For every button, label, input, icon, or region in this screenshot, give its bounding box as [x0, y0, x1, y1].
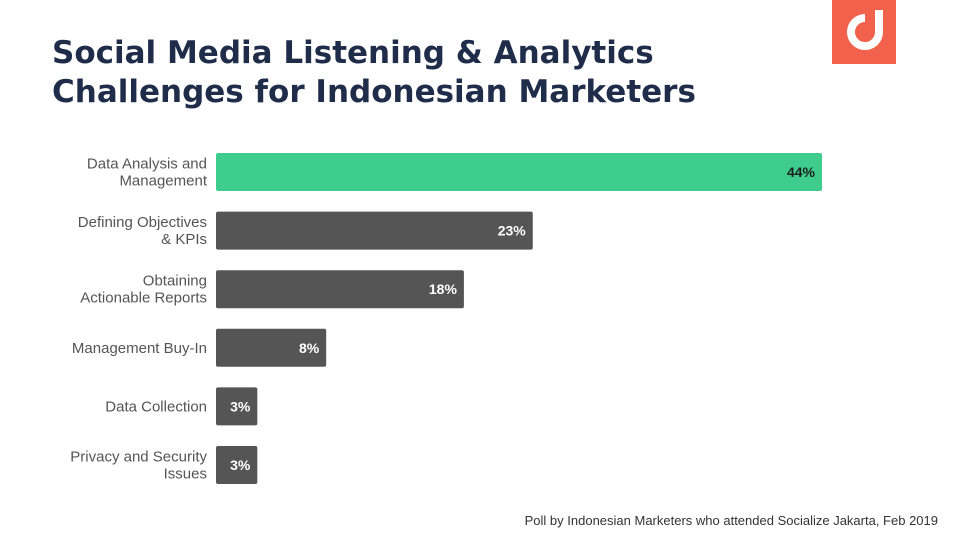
title-line-2: Challenges for Indonesian Marketers [52, 74, 696, 110]
bar-value-label-2: 23% [498, 223, 527, 239]
category-label-2: Defining Objectives & KPIs [78, 214, 207, 248]
title-line-1: Social Media Listening & Analytics [52, 35, 654, 71]
category-label-line: Obtaining [143, 273, 207, 290]
category-label-3: Obtaining Actionable Reports [80, 273, 207, 307]
bar-4 [216, 328, 327, 367]
bar-value-label-4: 8% [299, 340, 320, 356]
category-label-line: Issues [164, 466, 207, 483]
bar-value-label-6: 3% [230, 457, 251, 473]
category-label-line: & KPIs [161, 231, 207, 248]
category-label-line: Data Analysis and [87, 156, 207, 173]
bar-value-label-5: 3% [230, 398, 251, 414]
bar-value-label-3: 18% [429, 281, 458, 297]
page-title: Social Media Listening & Analytics Chall… [52, 34, 812, 112]
bar-value-label-1: 44% [787, 164, 816, 180]
brand-d-logo-icon [832, 0, 896, 64]
category-label-line: Actionable Reports [80, 290, 207, 307]
category-label-line: Management Buy-In [72, 340, 207, 357]
category-label-4: Management Buy-In [72, 340, 207, 357]
category-label-line: Management [119, 173, 207, 190]
bar-2 [216, 211, 533, 250]
bar-5 [216, 387, 258, 426]
category-label-1: Data Analysis and Management [87, 156, 208, 190]
bar-1 [216, 153, 822, 191]
category-label-line: Defining Objectives [78, 214, 207, 231]
category-label-6: Privacy and Security Issues [70, 449, 207, 483]
category-label-line: Data Collection [105, 398, 207, 415]
poll-footnote: Poll by Indonesian Marketers who attende… [524, 513, 938, 528]
category-label-line: Privacy and Security [70, 449, 207, 466]
brand-logo [832, 0, 896, 64]
bar-6 [216, 446, 258, 484]
bar-chart: 44% Data Analysis and Management 23% Definin… [70, 153, 822, 484]
category-label-5: Data Collection [105, 398, 207, 415]
bar-3 [216, 270, 464, 309]
